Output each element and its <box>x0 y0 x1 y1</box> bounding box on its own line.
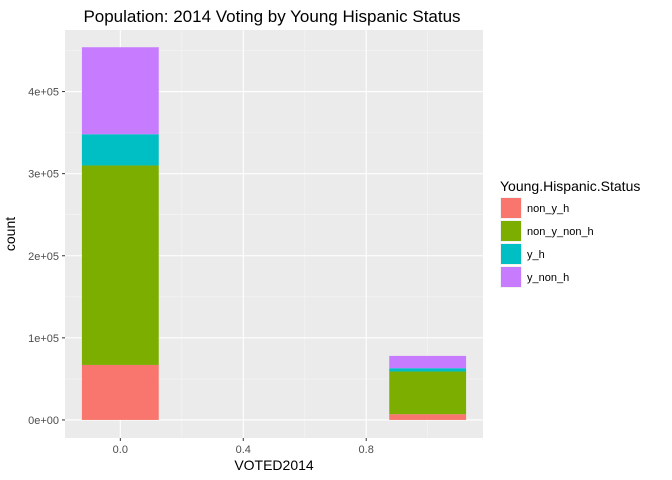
legend-label-non_y_h: non_y_h <box>527 203 569 215</box>
y-axis: 0e+00 1e+05 2e+05 3e+05 4e+05 <box>28 87 65 427</box>
legend-label-y_h: y_h <box>527 249 545 261</box>
legend: Young.Hispanic.Status non_y_h non_y_non_h… <box>500 178 640 288</box>
bar-non_y_non_h <box>81 165 159 365</box>
bar-non_y_h <box>389 414 467 420</box>
bar-y_h <box>389 368 467 372</box>
y-axis-title: count <box>2 217 18 251</box>
y-tick-label: 0e+00 <box>28 415 59 427</box>
legend-key-y_non_h <box>501 267 521 287</box>
legend-label-non_y_non_h: non_y_non_h <box>527 226 594 238</box>
y-tick-label: 1e+05 <box>28 333 59 345</box>
legend-title: Young.Hispanic.Status <box>500 178 640 194</box>
legend-key-non_y_non_h <box>501 221 521 241</box>
bar-y_non_h <box>81 47 159 135</box>
x-tick-label: 0.4 <box>236 444 251 456</box>
bar-non_y_non_h <box>389 371 467 415</box>
x-axis: 0.0 0.4 0.8 <box>113 438 374 456</box>
y-tick-label: 2e+05 <box>28 251 59 263</box>
x-tick-label: 0.8 <box>359 444 374 456</box>
bar-y_non_h <box>389 355 467 369</box>
bars <box>81 47 467 420</box>
bar-non_y_h <box>81 364 159 420</box>
legend-label-y_non_h: y_non_h <box>527 272 569 284</box>
y-tick-label: 4e+05 <box>28 87 59 99</box>
legend-key-non_y_h <box>501 198 521 218</box>
chart-title: Population: 2014 Voting by Young Hispani… <box>83 7 460 26</box>
legend-key-y_h <box>501 244 521 264</box>
bar-y_h <box>81 134 159 166</box>
x-tick-label: 0.0 <box>113 444 128 456</box>
x-axis-title: VOTED2014 <box>234 457 314 473</box>
y-tick-label: 3e+05 <box>28 169 59 181</box>
